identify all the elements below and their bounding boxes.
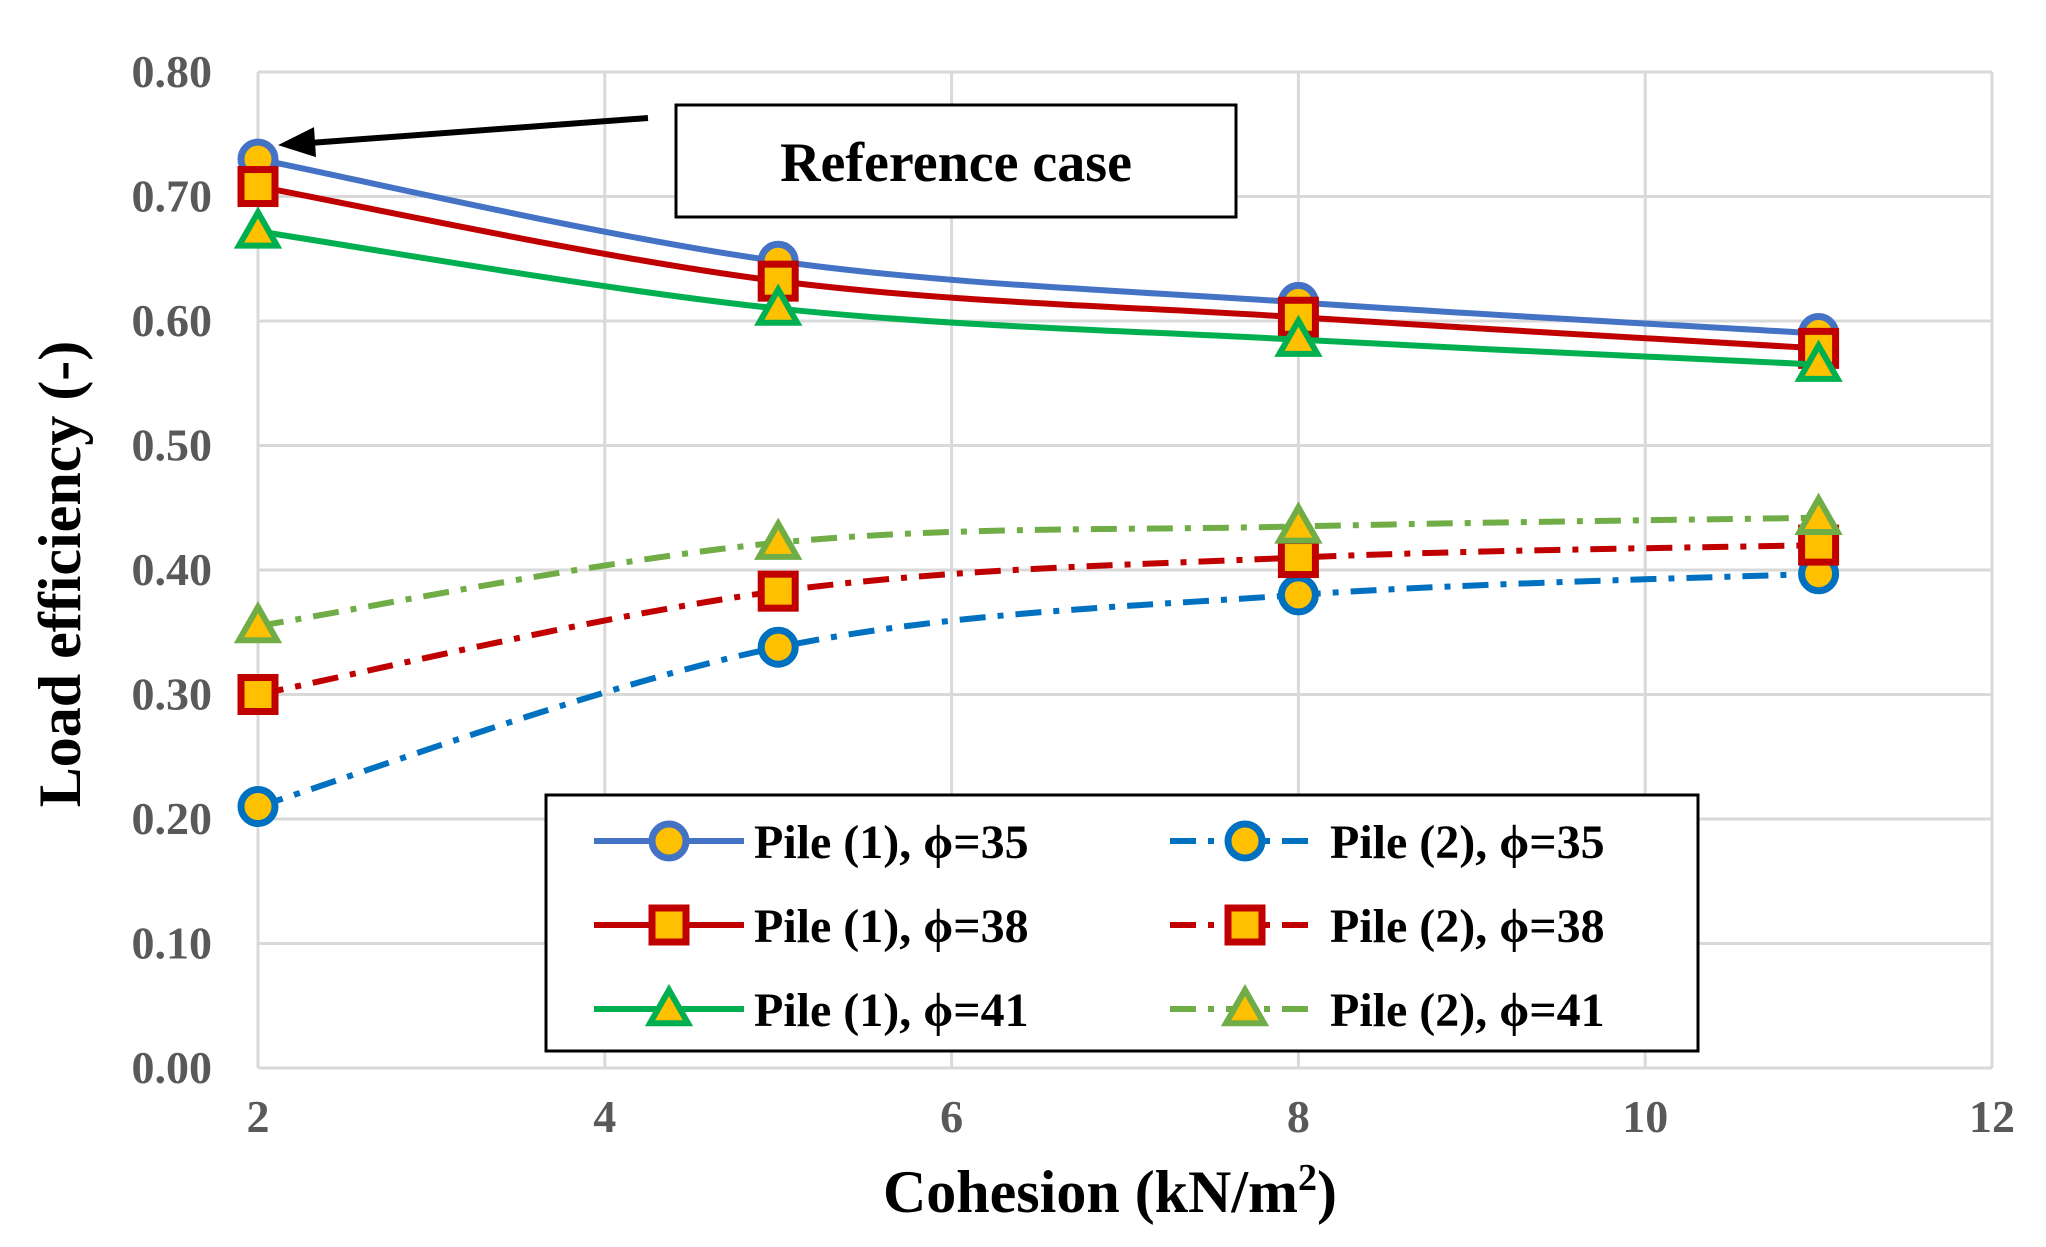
data-point [757, 570, 799, 612]
data-point [1277, 537, 1319, 579]
legend-marker [648, 820, 690, 862]
series-line [257, 542, 1819, 698]
x-tick-label: 8 [1287, 1091, 1310, 1142]
x-axis-title-superscript: 2 [1298, 1157, 1317, 1199]
x-tick-label: 12 [1969, 1091, 2015, 1142]
y-tick-label: 0.50 [132, 420, 213, 471]
data-point [754, 283, 803, 326]
legend-label: Pile (2), ϕ=38 [1330, 900, 1605, 953]
data-point [1274, 314, 1323, 357]
x-tick-label: 4 [593, 1091, 616, 1142]
series-5 [237, 524, 1840, 715]
x-tick-label: 6 [940, 1091, 963, 1142]
annotation: Reference case [278, 103, 1238, 219]
legend-label: Pile (1), ϕ=35 [754, 816, 1029, 869]
legend: Pile (1), ϕ=35 Pile (1), ϕ=38 Pile (1), ϕ=… [544, 793, 1700, 1053]
x-axis-title-main: Cohesion (kN/m [883, 1159, 1298, 1225]
annotation-box [674, 103, 1238, 219]
legend-marker [1224, 904, 1266, 946]
data-point [237, 166, 279, 208]
data-point [1794, 339, 1843, 382]
data-point [237, 674, 279, 715]
x-tick-labels: 2 4 6 8 10 12 [247, 1091, 2016, 1142]
y-tick-label: 0.60 [132, 295, 213, 346]
y-tick-label: 0.00 [132, 1042, 213, 1093]
x-tick-label: 2 [247, 1091, 270, 1142]
legend-marker [648, 904, 690, 946]
y-axis-title: Load efficiency (-) [27, 341, 93, 808]
annotation-text: Reference case [780, 132, 1132, 194]
series-group [233, 138, 1843, 828]
series-line [257, 156, 1819, 337]
legend-entry: Pile (2), ϕ=41 [1170, 983, 1605, 1037]
x-tick-label: 10 [1622, 1091, 1668, 1142]
legend-marker [644, 983, 694, 1027]
series-6 [233, 492, 1843, 644]
data-point [233, 600, 283, 644]
series-3 [233, 206, 1843, 382]
series-line [257, 183, 1819, 352]
series-line [257, 514, 1819, 629]
y-tick-label: 0.30 [132, 669, 213, 720]
x-axis-title-suffix: ) [1317, 1159, 1337, 1225]
series-2 [237, 166, 1840, 369]
x-axis-title: Cohesion (kN/m2) [883, 1157, 1337, 1225]
y-tick-label: 0.10 [132, 918, 213, 969]
y-tick-label: 0.80 [132, 46, 213, 97]
legend-entry: Pile (1), ϕ=38 [594, 900, 1029, 953]
legend-label: Pile (1), ϕ=41 [754, 984, 1029, 1037]
legend-entry: Pile (1), ϕ=41 [594, 983, 1029, 1037]
y-tick-labels: 0.00 0.10 0.20 0.30 0.40 0.50 0.60 0.70 0.80 [132, 46, 213, 1093]
data-point [1274, 501, 1323, 544]
legend-entry: Pile (1), ϕ=35 [594, 816, 1029, 869]
legend-label: Pile (2), ϕ=35 [1330, 816, 1605, 869]
legend-entry: Pile (2), ϕ=35 [1170, 816, 1605, 869]
legend-entry: Pile (2), ϕ=38 [1170, 900, 1605, 953]
data-point [754, 517, 803, 560]
data-point [237, 786, 279, 828]
y-tick-label: 0.70 [132, 171, 213, 222]
data-point [233, 206, 283, 249]
data-point [1277, 574, 1319, 616]
data-point [757, 260, 799, 302]
y-tick-label: 0.40 [132, 544, 213, 595]
legend-label: Pile (1), ϕ=38 [754, 900, 1029, 953]
legend-label: Pile (2), ϕ=41 [1330, 984, 1605, 1037]
data-point [1794, 492, 1843, 535]
legend-marker [1220, 983, 1270, 1027]
annotation-arrow-head [278, 127, 316, 158]
legend-marker [1224, 820, 1266, 862]
data-point [757, 626, 799, 668]
series-line [257, 228, 1819, 368]
series-line [257, 570, 1819, 810]
annotation-arrow-line [307, 115, 649, 147]
y-tick-label: 0.20 [132, 793, 213, 844]
